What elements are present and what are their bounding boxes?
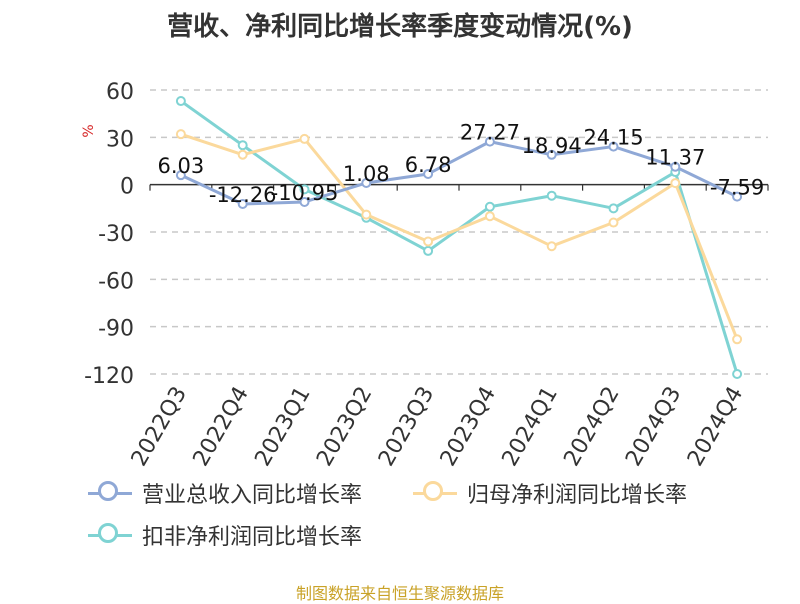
series-lines: [175, 96, 743, 379]
data-label: 6.03: [158, 154, 205, 178]
data-point: [299, 133, 310, 144]
x-tick-label: 2023Q4: [436, 383, 501, 471]
series-line: [180, 140, 738, 206]
data-point: [299, 184, 310, 195]
x-tick-label: 2024Q1: [498, 383, 563, 471]
x-tick-label: 2022Q4: [189, 383, 254, 471]
axes: 60300-30-60-90-120%2022Q32022Q42023Q1202…: [81, 80, 769, 471]
data-point: [361, 177, 372, 188]
data-label: 11.37: [645, 146, 705, 170]
y-tick-label: -30: [98, 222, 134, 247]
x-tick-label: 2023Q3: [374, 382, 439, 470]
legend-dot-net-profit: [423, 481, 443, 501]
data-point: [237, 149, 248, 160]
x-tick-label: 2024Q4: [683, 383, 748, 471]
data-point: [423, 168, 434, 179]
y-tick-label: -60: [98, 269, 134, 294]
x-tick-label: 2023Q1: [250, 383, 315, 471]
x-tick-label: 2024Q2: [559, 383, 624, 471]
y-axis-label: %: [81, 124, 97, 137]
data-point: [546, 190, 557, 201]
y-tick-label: -90: [98, 317, 134, 342]
data-point: [484, 201, 495, 212]
data-point: [546, 149, 557, 160]
data-point: [732, 191, 743, 202]
data-point: [237, 199, 248, 210]
data-point: [732, 369, 743, 379]
y-tick-label: 60: [106, 80, 134, 105]
data-point: [732, 334, 743, 345]
data-label: -10.95: [271, 181, 339, 205]
y-tick-label: 30: [106, 127, 134, 152]
source-note: 制图数据来自恒生聚源数据库: [295, 584, 504, 603]
legend-label-revenue: 营业总收入同比增长率: [142, 483, 363, 508]
data-label: 6.78: [405, 153, 452, 177]
data-point: [175, 96, 186, 107]
y-tick-label: 0: [120, 175, 134, 200]
data-label: 24.15: [583, 126, 643, 150]
data-point: [423, 245, 434, 256]
legend-item-deducted-profit[interactable]: 扣非净利润同比增长率: [88, 518, 362, 552]
data-point: [670, 161, 681, 172]
legend-dot-revenue: [98, 481, 118, 501]
data-point: [484, 211, 495, 222]
chart-title: 营收、净利同比增长率季度变动情况(%): [167, 12, 633, 42]
data-point: [608, 217, 619, 228]
legend-item-net-profit[interactable]: 归母净利润同比增长率: [413, 476, 687, 510]
y-tick-label: -120: [84, 364, 134, 389]
legend-label-deducted-profit: 扣非净利润同比增长率: [142, 525, 363, 550]
data-label: 18.94: [522, 134, 582, 158]
data-point: [484, 136, 495, 147]
legend-label-net-profit: 归母净利润同比增长率: [467, 483, 688, 508]
data-point: [608, 141, 619, 152]
legend-item-revenue[interactable]: 营业总收入同比增长率: [88, 476, 362, 510]
legend-marker-deducted-profit: [88, 518, 132, 552]
legend-marker-net-profit: [413, 476, 457, 510]
legend-dot-deducted-profit: [98, 523, 118, 543]
x-tick-label: 2022Q3: [127, 383, 192, 471]
data-point: [670, 178, 681, 189]
gridlines: [150, 89, 768, 375]
x-tick-label: 2023Q2: [312, 383, 377, 471]
data-label: -7.59: [710, 176, 764, 200]
data-label: 27.27: [460, 121, 520, 145]
data-label: -12.26: [209, 183, 277, 207]
data-point: [546, 241, 557, 252]
data-point: [175, 170, 186, 181]
data-point: [299, 196, 310, 207]
series-line: [180, 132, 739, 340]
legend-marker-revenue: [88, 476, 132, 510]
data-point: [237, 140, 248, 151]
data-point: [175, 129, 186, 140]
x-tick-label: 2024Q3: [621, 383, 686, 471]
data-point: [608, 203, 619, 214]
data-point: [361, 209, 372, 220]
data-label: 1.08: [343, 162, 390, 186]
data-point: [423, 236, 434, 247]
